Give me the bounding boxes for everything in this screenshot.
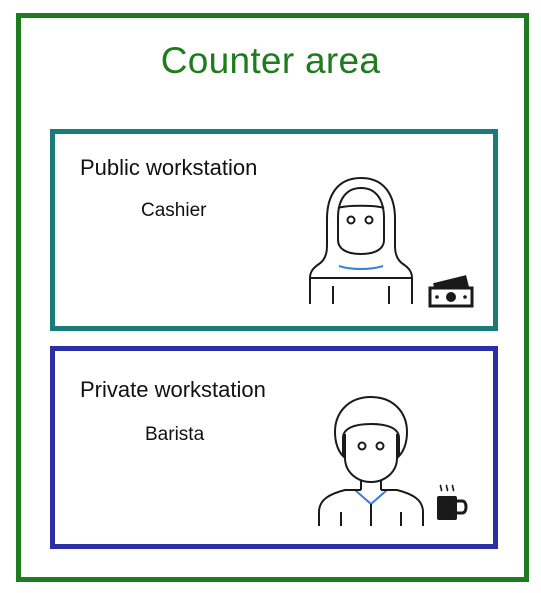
barista-role-label: Barista <box>145 424 205 445</box>
masked-cashier-icon <box>308 176 414 304</box>
counter-area-title: Counter area <box>160 40 381 81</box>
public-workstation-panel: Public workstation Cashier <box>50 129 498 331</box>
counter-area-frame <box>16 13 529 582</box>
private-workstation-panel: Private workstation Barista <box>50 346 498 549</box>
money-icon <box>428 275 474 308</box>
barista-person-icon <box>318 395 424 526</box>
public-workstation-title: Public workstation <box>80 155 258 180</box>
coffee-cup-icon <box>437 484 468 520</box>
private-workstation-title: Private workstation <box>80 377 266 402</box>
cashier-role-label: Cashier <box>141 200 207 221</box>
